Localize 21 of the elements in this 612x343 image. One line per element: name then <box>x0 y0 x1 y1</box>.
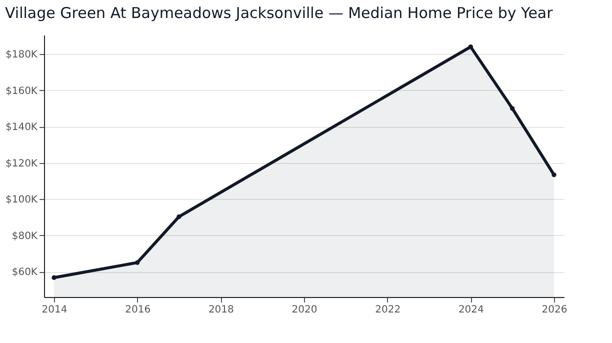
point <box>552 172 556 178</box>
x-tick-label: 2026 <box>542 304 568 316</box>
point <box>510 106 515 111</box>
y-tick-label: $140K <box>5 122 38 134</box>
y-tick-label: $180K <box>5 50 38 61</box>
y-tick-label: $60K <box>12 267 38 278</box>
y-tick-label: $80K <box>12 230 38 242</box>
x-tick-label: 2018 <box>208 304 234 316</box>
point <box>176 214 182 220</box>
x-tick-label: 2022 <box>375 304 401 316</box>
x-tick-label: 2016 <box>125 304 151 316</box>
point <box>134 260 140 265</box>
x-tick-label: 2020 <box>292 304 318 316</box>
y-tick-label: $160K <box>5 86 38 97</box>
x-tick-label: 2024 <box>458 304 484 316</box>
point <box>468 44 474 50</box>
x-tick-label: 2014 <box>42 304 68 316</box>
chart-title: Village Green At Baymeadows Jacksonville — Median Home Price by Year <box>4 4 554 22</box>
point <box>52 275 56 280</box>
y-tick-label: $120K <box>5 158 38 170</box>
y-tick-label: $100K <box>5 194 38 206</box>
